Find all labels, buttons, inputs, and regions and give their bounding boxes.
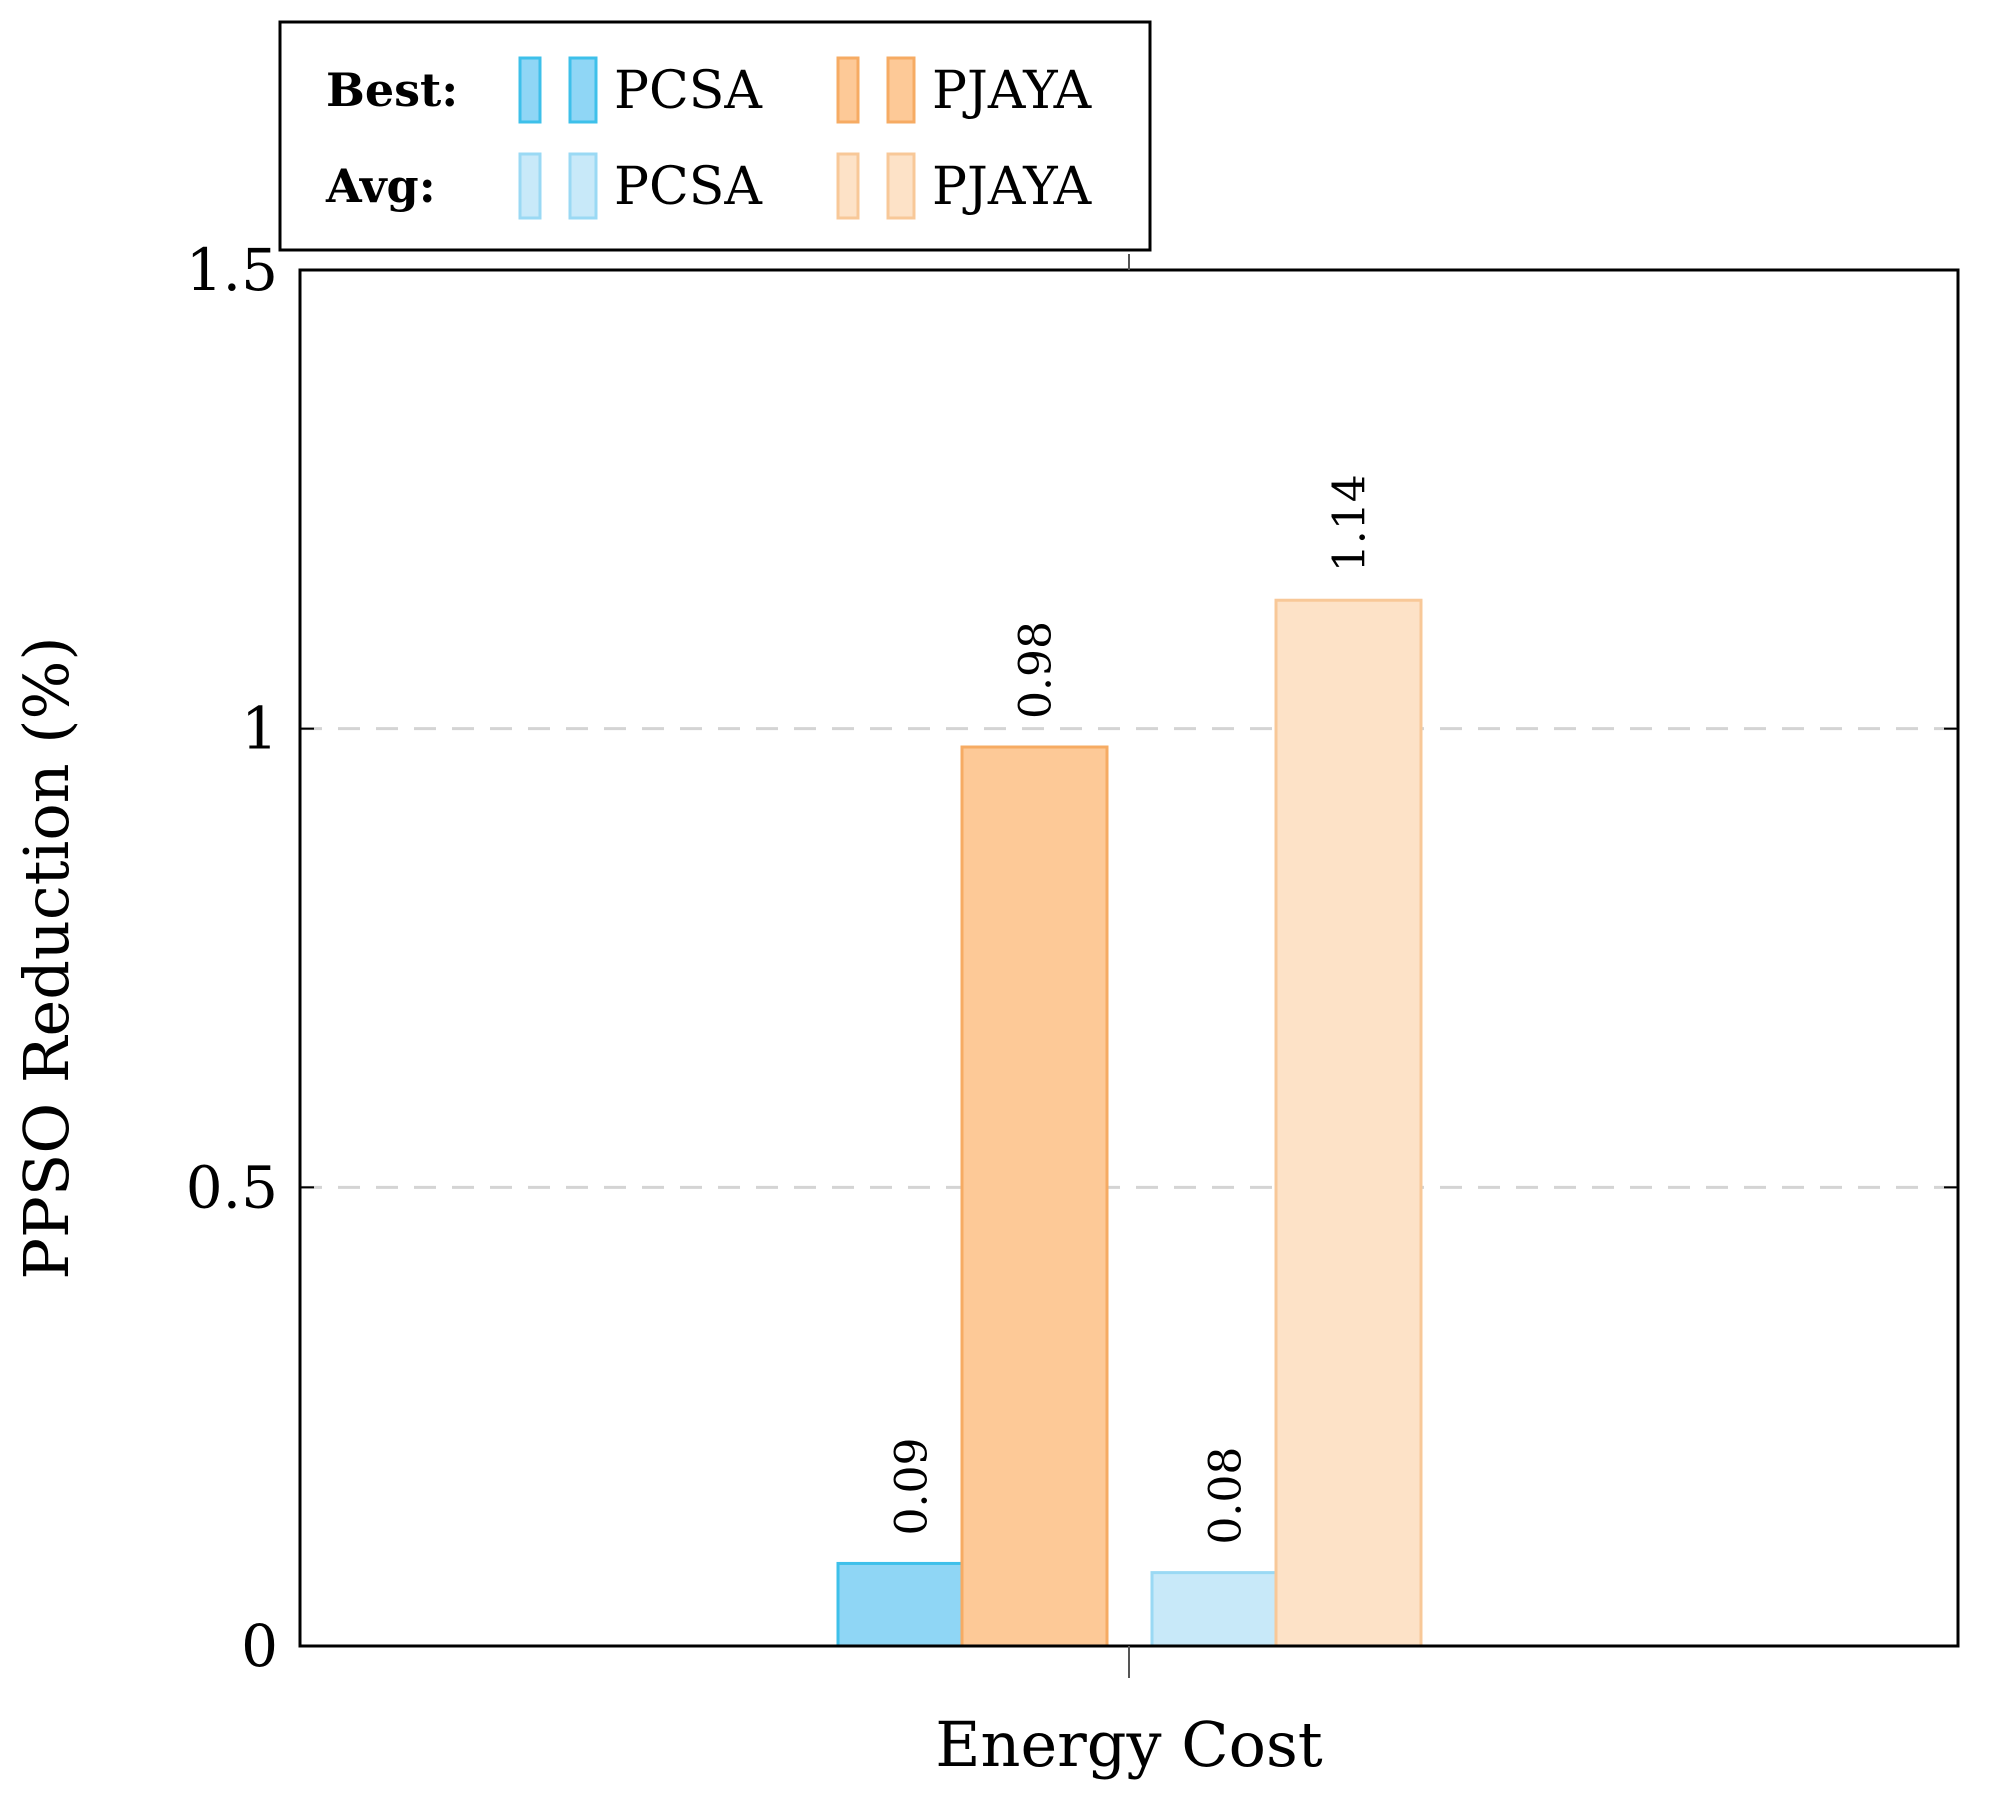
- data-label: 0.08: [1201, 1447, 1252, 1545]
- legend-row-label: Avg:: [325, 159, 436, 213]
- y-tick-label: 1.5: [186, 236, 278, 304]
- legend: Best: PCSA PJAYA Avg: PCSA PJAYA: [278, 20, 1152, 252]
- axis-ticks: 0 0.5 1 1.5: [186, 236, 1958, 1680]
- data-label: 0.09: [887, 1437, 938, 1535]
- legend-swatch: [836, 56, 860, 124]
- bars: [836, 598, 1423, 1648]
- y-axis-title: PPSO Reduction (%): [10, 636, 83, 1279]
- legend-entry-label: PCSA: [614, 61, 763, 121]
- legend-swatch: [568, 56, 598, 124]
- legend-box: [278, 20, 1152, 252]
- y-tick-label: 0: [241, 1612, 278, 1680]
- plot-frame: [298, 268, 1960, 1648]
- legend-swatch: [518, 56, 542, 124]
- x-axis-title: Energy Cost: [935, 1708, 1323, 1781]
- legend-swatch: [518, 152, 542, 220]
- bar-best-pjaya: [960, 745, 1109, 1648]
- legend-swatch: [568, 152, 598, 220]
- legend-row-label: Best:: [326, 63, 458, 117]
- data-label: 1.14: [1325, 474, 1376, 572]
- y-tick-label: 1: [241, 695, 278, 763]
- legend-entry-label: PCSA: [614, 157, 763, 217]
- bar-avg-pjaya: [1274, 598, 1423, 1648]
- legend-swatch: [886, 152, 916, 220]
- data-labels: 0.09 0.98 0.08 1.14: [887, 474, 1376, 1544]
- legend-swatch: [836, 152, 860, 220]
- legend-entry-label: PJAYA: [932, 61, 1093, 121]
- grid-lines: [300, 727, 1958, 1189]
- data-label: 0.98: [1011, 621, 1062, 719]
- y-tick-label: 0.5: [186, 1153, 278, 1221]
- legend-entry-label: PJAYA: [932, 157, 1093, 217]
- legend-swatch: [886, 56, 916, 124]
